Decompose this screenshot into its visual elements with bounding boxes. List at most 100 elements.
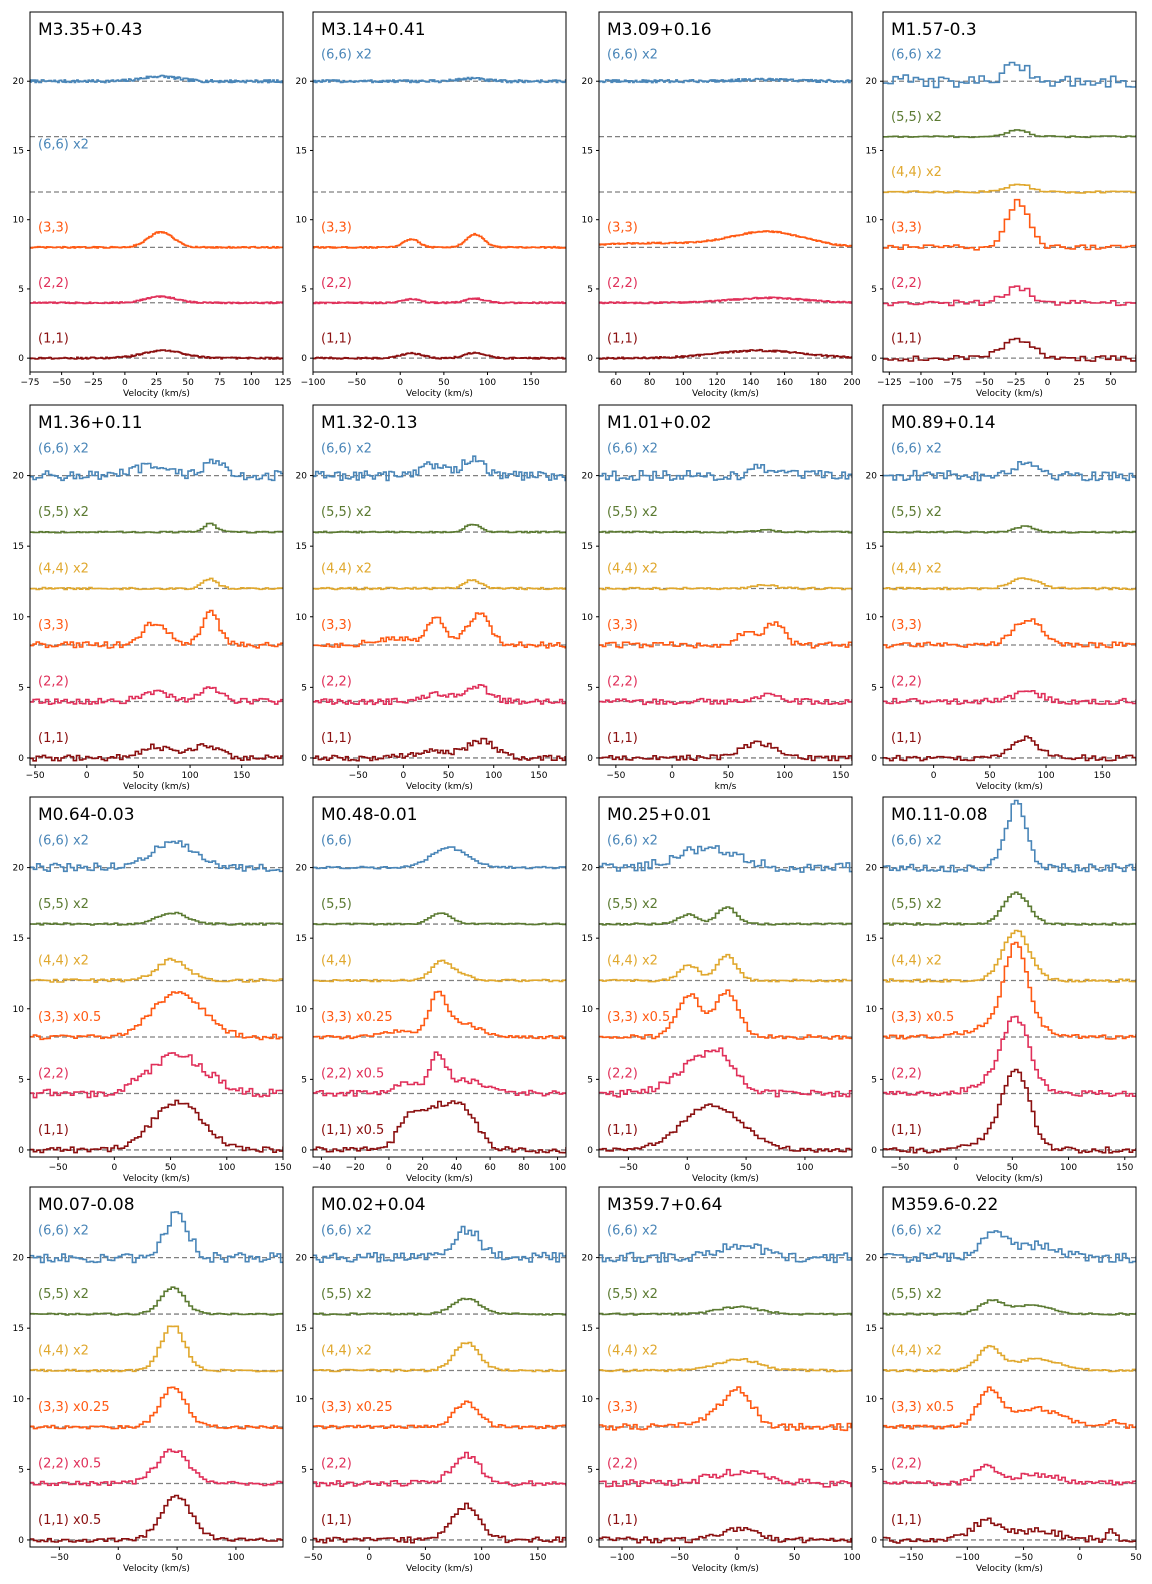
- x-tick-label: 150: [530, 771, 547, 781]
- series-group: [883, 799, 1136, 1154]
- spectrum-line: [30, 522, 283, 534]
- axes-frame: [29, 404, 284, 766]
- x-tick-label: 50: [740, 1163, 752, 1173]
- transition-label: (5,5) x2: [891, 897, 942, 912]
- x-tick-label: 50: [1007, 1163, 1019, 1173]
- spectrum-line: [883, 461, 1136, 482]
- transition-label: (2,2): [891, 674, 922, 689]
- spectrum-line: [30, 1448, 283, 1487]
- series-group: [599, 463, 852, 762]
- panel-title: M359.6-0.22: [891, 1195, 998, 1215]
- spectrum-line: [30, 295, 283, 305]
- x-tick-label: 100: [485, 771, 502, 781]
- y-tick-label: 10: [13, 1005, 25, 1015]
- x-tick-label: 150: [1094, 771, 1111, 781]
- transition-label: (6,6) x2: [321, 48, 372, 63]
- x-tick-label: 0: [400, 771, 406, 781]
- transition-label: (1,1): [891, 731, 922, 746]
- spectrum-panel: 0 5 10 15 20 −50 0 50 100 150 Velocity (km/s) M1.32…: [296, 404, 567, 792]
- x-tick-label: −50: [606, 771, 625, 781]
- y-tick-label: 5: [18, 683, 24, 693]
- transition-label: (6,6) x2: [891, 833, 942, 848]
- spectrum-line: [883, 690, 1136, 705]
- x-tick-label: 150: [233, 771, 250, 781]
- spectrum-line: [30, 74, 283, 84]
- y-tick-label: 0: [587, 1536, 593, 1546]
- y-tick-label: 20: [296, 472, 308, 482]
- y-tick-label: 20: [13, 472, 25, 482]
- x-tick-label: 200: [843, 378, 860, 388]
- spectrum-line: [30, 1386, 283, 1430]
- spectrum-line: [30, 1052, 283, 1099]
- series-group: [599, 1243, 852, 1544]
- x-axis-label: Velocity (km/s): [123, 782, 190, 792]
- transition-label: (5,5) x2: [891, 1287, 942, 1302]
- spectrum-line: [30, 1325, 283, 1373]
- transition-label: (4,4) x2: [607, 1343, 658, 1358]
- y-tick-label: 10: [582, 1005, 594, 1015]
- series-group: [599, 77, 852, 360]
- transition-label: (6,6) x2: [891, 48, 942, 63]
- y-tick-label: 0: [871, 354, 877, 364]
- spectrum-line: [313, 579, 566, 591]
- x-tick-label: 100: [473, 1553, 490, 1563]
- x-tick-label: 100: [243, 378, 260, 388]
- x-tick-label: 100: [1037, 771, 1054, 781]
- x-tick-label: −50: [670, 1553, 689, 1563]
- transition-label: (4,4) x2: [321, 561, 372, 576]
- x-tick-label: 100: [181, 771, 198, 781]
- transition-label: (5,5) x2: [607, 897, 658, 912]
- x-tick-label: −50: [1014, 1553, 1033, 1563]
- spectrum-line: [599, 1305, 852, 1316]
- transition-label: (4,4) x2: [38, 953, 89, 968]
- panel-title: M1.57-0.3: [891, 20, 977, 40]
- y-tick-label: 20: [13, 864, 25, 874]
- y-tick-label: 5: [871, 285, 877, 295]
- x-tick-label: −100: [909, 378, 934, 388]
- axes-frame: [312, 404, 567, 766]
- axes-frame: [29, 1186, 284, 1548]
- transition-label: (3,3): [607, 618, 638, 633]
- spectrum-line: [30, 743, 283, 762]
- y-tick-label: 10: [582, 216, 594, 226]
- spectrum-line: [30, 911, 283, 926]
- spectrum-line: [599, 1047, 852, 1098]
- series-group: [313, 455, 566, 762]
- transition-label: (3,3): [38, 221, 69, 236]
- transition-label: (1,1) x0.5: [321, 1123, 384, 1138]
- x-tick-label: 100: [796, 1163, 813, 1173]
- series-group: [883, 1230, 1136, 1544]
- spectrum-line: [313, 959, 566, 983]
- y-tick-label: 20: [582, 864, 594, 874]
- spectrum-line: [313, 1502, 566, 1544]
- x-tick-label: 0: [684, 1163, 690, 1173]
- spectrum-line: [313, 990, 566, 1040]
- x-tick-label: 25: [151, 378, 162, 388]
- y-tick-label: 5: [587, 683, 593, 693]
- spectrum-panel: 0 5 10 15 20 60 80 100 120 140 160 180 200 Velocity (…: [582, 11, 861, 399]
- x-tick-label: −150: [899, 1553, 924, 1563]
- transition-label: (6,6) x2: [321, 1223, 372, 1238]
- transition-label: (3,3) x0.25: [321, 1400, 393, 1415]
- x-tick-label: 0: [115, 1553, 121, 1563]
- y-tick-label: 20: [866, 1254, 878, 1264]
- x-tick-label: 60: [610, 378, 622, 388]
- panel-title: M0.64-0.03: [38, 805, 135, 825]
- y-tick-label: 10: [296, 1005, 308, 1015]
- y-tick-label: 10: [296, 216, 308, 226]
- series-group: [883, 461, 1136, 762]
- x-tick-label: 0: [1045, 378, 1051, 388]
- x-axis-label: Velocity (km/s): [123, 1564, 190, 1574]
- spectrum-line: [313, 912, 566, 926]
- spectrum-panel: 0 5 10 15 20 −50 0 50 100 150 Velocity (km/s) M0.64…: [13, 796, 292, 1184]
- spectrum-line: [599, 230, 852, 248]
- spectrum-line: [883, 1230, 1136, 1264]
- spectrum-panel: 0 5 10 15 20 −100 −50 0 50 100 150 Velocity (km/s) M…: [296, 11, 567, 399]
- transition-label: (1,1): [38, 1123, 69, 1138]
- y-tick-label: 5: [871, 683, 877, 693]
- y-tick-label: 5: [18, 285, 24, 295]
- spectrum-line: [599, 463, 852, 482]
- x-axis-label: Velocity (km/s): [406, 1564, 473, 1574]
- y-tick-label: 20: [582, 472, 594, 482]
